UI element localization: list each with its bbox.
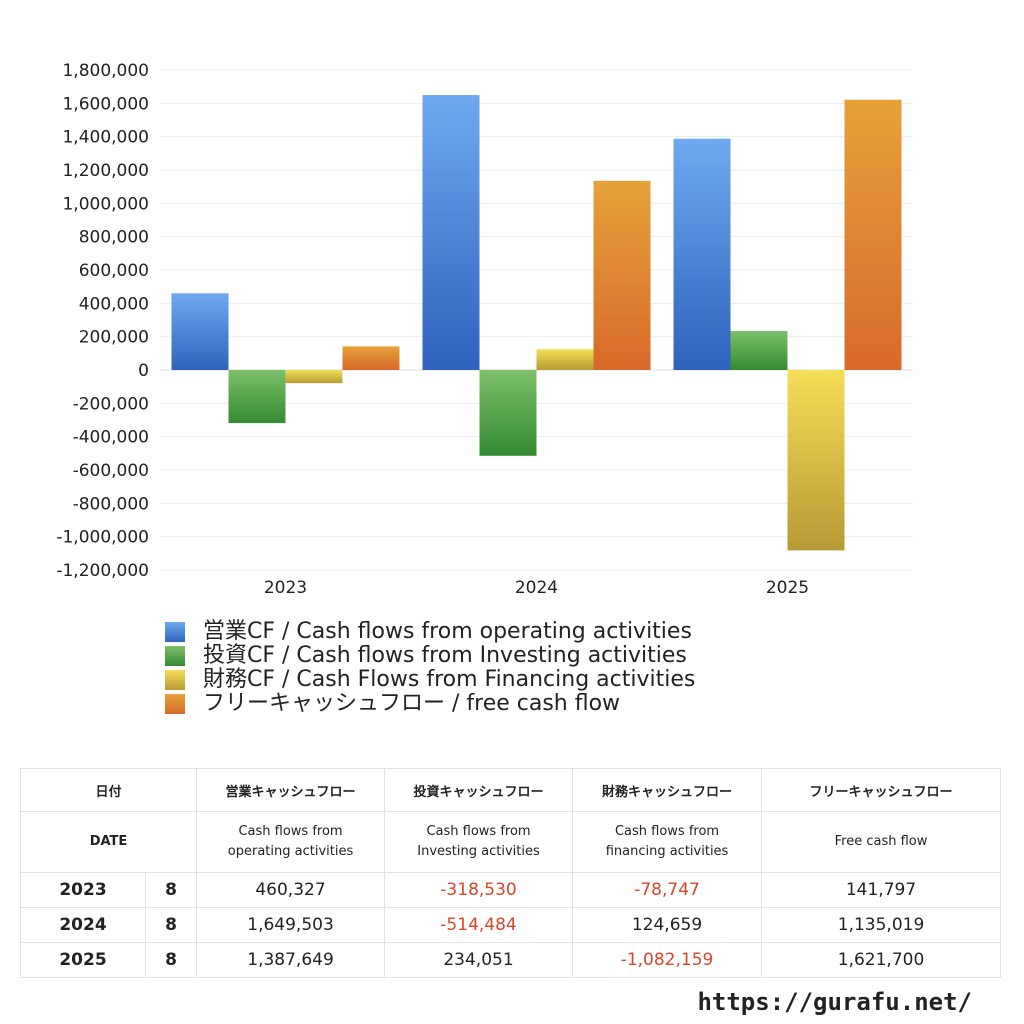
- header-financing-en: Cash flows from financing activities: [572, 811, 763, 873]
- y-tick-label: -600,000: [73, 461, 149, 481]
- header-investing-en: Cash flows from Investing activities: [384, 811, 574, 873]
- header-investing-jp: 投資キャッシュフロー: [384, 768, 574, 812]
- legend: 営業CF / Cash flows from operating activit…: [165, 620, 695, 716]
- x-category-label: 2024: [515, 578, 558, 598]
- header-date-jp: 日付: [19, 768, 198, 812]
- row-free: 1,621,700: [761, 942, 1002, 978]
- y-tick-label: 600,000: [79, 261, 149, 281]
- row-month: 8: [144, 942, 198, 978]
- bar-free-2023: [342, 346, 400, 370]
- row-free: 141,797: [761, 872, 1002, 908]
- row-month: 8: [144, 907, 198, 943]
- bar-operating-2024: [422, 95, 480, 371]
- table-header-jp: 日付 営業キャッシュフロー 投資キャッシュフロー 財務キャッシュフロー フリーキ…: [19, 768, 1002, 812]
- legend-label-investing: 投資CF / Cash flows from Investing activit…: [203, 643, 687, 668]
- y-tick-label: 800,000: [79, 228, 149, 248]
- header-free-jp: フリーキャッシュフロー: [761, 768, 1002, 812]
- y-tick-label: 1,000,000: [62, 194, 149, 214]
- y-tick-label: 1,800,000: [62, 61, 149, 81]
- y-tick-label: -200,000: [73, 394, 149, 414]
- legend-swatch-free: [165, 694, 185, 714]
- legend-label-free: フリーキャッシュフロー / free cash flow: [203, 691, 621, 716]
- header-financing-jp: 財務キャッシュフロー: [572, 768, 763, 812]
- legend-item-financing: 財務CF / Cash Flows from Financing activit…: [165, 668, 695, 692]
- y-tick-label: 0: [138, 361, 149, 381]
- row-investing: -514,484: [384, 907, 574, 943]
- legend-swatch-investing: [165, 646, 185, 666]
- bar-free-2024: [593, 180, 651, 370]
- y-tick-label: 400,000: [79, 294, 149, 314]
- y-tick-label: 1,400,000: [62, 128, 149, 148]
- row-year: 2023: [20, 872, 146, 908]
- x-category-label: 2023: [264, 578, 307, 598]
- y-tick-label: 1,200,000: [62, 161, 149, 181]
- row-operating: 1,649,503: [196, 907, 386, 943]
- y-tick-label: 200,000: [79, 328, 149, 348]
- row-investing: -318,530: [384, 872, 574, 908]
- row-year: 2024: [20, 907, 146, 943]
- bar-investing-2024: [479, 370, 537, 456]
- row-financing: 124,659: [572, 907, 763, 943]
- header-free-en: Free cash flow: [761, 811, 1002, 873]
- header-date-en: DATE: [19, 811, 198, 873]
- bar-financing-2025: [787, 370, 845, 551]
- y-tick-label: -400,000: [73, 428, 149, 448]
- bar-investing-2025: [730, 330, 788, 370]
- row-financing: -1,082,159: [572, 942, 763, 978]
- table-row: 2025 8 1,387,649 234,051 -1,082,159 1,62…: [20, 942, 1002, 978]
- y-axis-ticks: 1,800,000 1,600,000 1,400,000 1,200,000 1,00…: [56, 61, 149, 581]
- bar-operating-2025: [673, 138, 731, 370]
- row-operating: 1,387,649: [196, 942, 386, 978]
- table-row: 2024 8 1,649,503 -514,484 124,659 1,135,…: [20, 907, 1002, 943]
- row-operating: 460,327: [196, 872, 386, 908]
- y-tick-label: -800,000: [73, 494, 149, 514]
- row-month: 8: [144, 872, 198, 908]
- legend-label-financing: 財務CF / Cash Flows from Financing activit…: [203, 667, 696, 692]
- bar-operating-2023: [171, 293, 229, 370]
- bars: [171, 95, 902, 551]
- row-investing: 234,051: [384, 942, 574, 978]
- row-financing: -78,747: [572, 872, 763, 908]
- bar-financing-2024: [536, 349, 594, 370]
- x-axis-categories: 2023 2024 2025: [264, 578, 809, 598]
- x-category-label: 2025: [766, 578, 809, 598]
- y-tick-label: -1,000,000: [56, 528, 149, 548]
- y-tick-label: 1,600,000: [62, 94, 149, 114]
- legend-swatch-financing: [165, 670, 185, 690]
- cash-flow-table: 日付 営業キャッシュフロー 投資キャッシュフロー 財務キャッシュフロー フリーキ…: [19, 768, 1002, 978]
- row-year: 2025: [20, 942, 146, 978]
- legend-item-operating: 営業CF / Cash flows from operating activit…: [165, 620, 695, 644]
- site-url: https://gurafu.net/: [697, 988, 972, 1016]
- cash-flow-bar-chart: 1,800,000 1,600,000 1,400,000 1,200,000 1,00…: [56, 61, 913, 598]
- table-row: 2023 8 460,327 -318,530 -78,747 141,797: [20, 872, 1002, 908]
- row-free: 1,135,019: [761, 907, 1002, 943]
- bar-free-2025: [844, 99, 902, 370]
- y-tick-label: -1,200,000: [56, 561, 149, 581]
- bar-financing-2023: [285, 370, 343, 384]
- legend-label-operating: 営業CF / Cash flows from operating activit…: [203, 619, 692, 644]
- table-header-en: DATE Cash flows from operating activitie…: [19, 811, 1002, 873]
- legend-swatch-operating: [165, 622, 185, 642]
- legend-item-free: フリーキャッシュフロー / free cash flow: [165, 692, 695, 716]
- bar-investing-2023: [228, 370, 286, 424]
- header-operating-jp: 営業キャッシュフロー: [196, 768, 386, 812]
- legend-item-investing: 投資CF / Cash flows from Investing activit…: [165, 644, 695, 668]
- header-operating-en: Cash flows from operating activities: [196, 811, 386, 873]
